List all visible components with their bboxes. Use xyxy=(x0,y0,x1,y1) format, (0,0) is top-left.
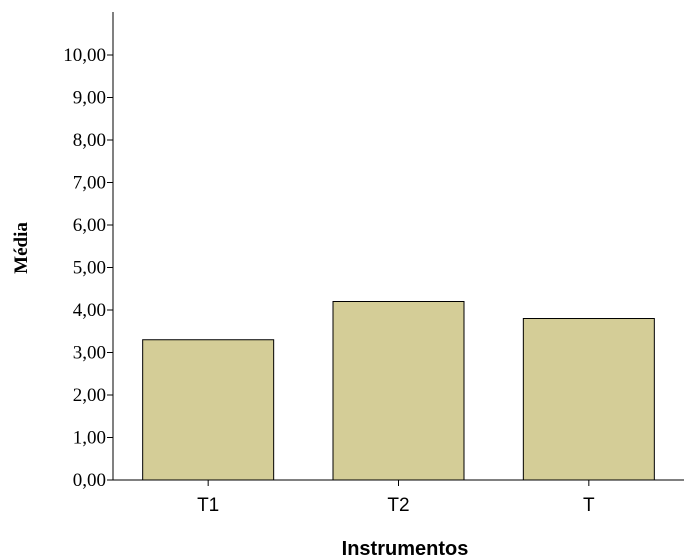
y-tick-label: 2,00 xyxy=(73,385,106,406)
y-tick-label: 8,00 xyxy=(73,130,106,151)
y-axis-title: Média xyxy=(11,222,32,274)
bar-t1 xyxy=(142,339,275,481)
bar-t xyxy=(522,318,655,481)
y-tick-label: 10,00 xyxy=(63,45,106,66)
y-axis: 0,00 1,00 2,00 3,00 4,00 5,00 6,00 7,00 8,00 9,00… xyxy=(63,12,114,491)
bar-t2 xyxy=(332,301,465,481)
y-tick-label: 1,00 xyxy=(73,428,106,449)
bars xyxy=(142,301,655,481)
x-axis: T1 T2 T xyxy=(113,479,684,516)
y-tick-label: 3,00 xyxy=(73,343,106,364)
y-tick-label: 9,00 xyxy=(73,88,106,109)
x-tick-label: T xyxy=(583,495,595,516)
y-tick-label: 6,00 xyxy=(73,215,106,236)
y-tick-label: 5,00 xyxy=(73,258,106,279)
x-axis-title: Instrumentos xyxy=(342,538,469,557)
y-tick-label: 4,00 xyxy=(73,300,106,321)
y-tick-label: 0,00 xyxy=(73,470,106,491)
y-tick-label: 7,00 xyxy=(73,173,106,194)
x-tick-label: T1 xyxy=(197,495,219,516)
x-tick-label: T2 xyxy=(387,495,409,516)
